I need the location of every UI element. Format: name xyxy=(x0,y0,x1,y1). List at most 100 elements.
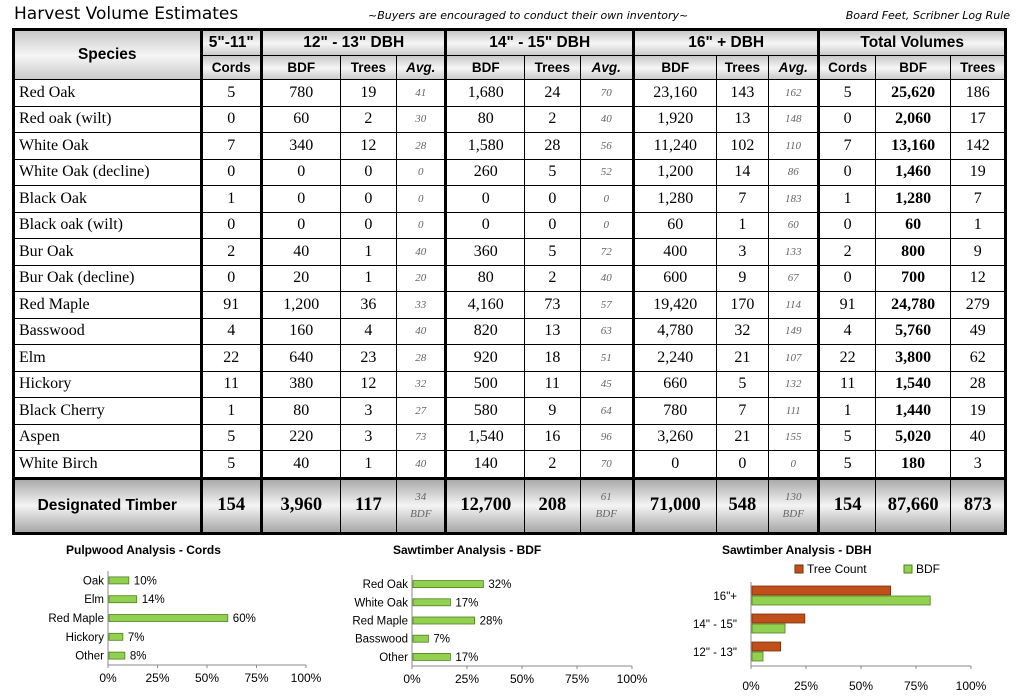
table-row: White Oak 7 340 12 28 1,580 28 56 11,240 102 110 7 1… xyxy=(13,132,1006,160)
bar xyxy=(412,616,475,625)
total-cords-cell: 91 xyxy=(817,291,876,319)
trees-cell: 2 xyxy=(339,105,398,133)
x-tick-label: 50% xyxy=(510,672,534,686)
sawtimber-bdf-chart-title: Sawtimber Analysis - BDF xyxy=(393,543,542,557)
x-tick-label: 50% xyxy=(195,671,219,685)
trees-cell: 0 xyxy=(339,211,398,239)
trees-cell: 2 xyxy=(524,105,581,133)
species-cell: Aspen xyxy=(13,423,202,451)
avg-cell: 67 xyxy=(768,264,820,292)
table-row: Red Oak 5 780 19 41 1,680 24 70 23,160 143 162 5 25,… xyxy=(13,79,1006,107)
avg-unit: BDF xyxy=(595,507,617,520)
total-bdf-cell: 5,020 xyxy=(874,423,952,451)
trees-cell: 24 xyxy=(524,79,581,107)
species-cell: White Birch xyxy=(13,450,202,479)
x-tick-label: 25% xyxy=(455,672,479,686)
bdf-cell: 780 xyxy=(631,397,717,425)
trees-cell: 0 xyxy=(524,185,581,213)
avg-cell: 40 xyxy=(396,317,447,345)
data-label: 28% xyxy=(480,616,503,628)
dbh12-header: 12" - 13" DBH xyxy=(259,29,447,56)
total-bdf-cell: 1,460 xyxy=(874,158,952,186)
total-trees-cell: 873 xyxy=(950,476,1006,534)
avg-value: 34 xyxy=(415,490,427,503)
bar xyxy=(751,595,931,606)
bdf-cell: 1,280 xyxy=(631,185,717,213)
bdf-cell: 1,200 xyxy=(631,158,717,186)
harvest-volume-table: Species 5"-11" 12" - 13" DBH 14" - 15" D… xyxy=(12,28,1007,535)
col-avg: Avg. xyxy=(768,55,820,80)
bdf-cell: 400 xyxy=(631,238,717,266)
avg-cell: 45 xyxy=(579,370,634,398)
bdf-cell: 60 xyxy=(631,211,717,239)
trees-cell: 3 xyxy=(339,423,398,451)
bar xyxy=(412,598,451,607)
category-label: Hickory xyxy=(66,632,105,644)
data-label: 60% xyxy=(233,613,256,625)
avg-cell: 0 xyxy=(396,211,447,239)
bdf-cell: 23,160 xyxy=(631,79,717,107)
total-trees-cell: 19 xyxy=(950,158,1006,186)
data-label: 17% xyxy=(455,597,478,609)
total-trees-cell: 9 xyxy=(950,238,1006,266)
bar xyxy=(412,580,484,589)
x-tick-label: 0% xyxy=(742,679,760,693)
avg-cell: 130 BDF xyxy=(768,476,820,534)
cords-cell: 11 xyxy=(199,370,262,398)
trees-cell: 73 xyxy=(524,291,581,319)
total-cords-cell: 5 xyxy=(817,423,876,451)
total-bdf-cell: 1,280 xyxy=(874,185,952,213)
total-cords-cell: 22 xyxy=(817,344,876,372)
total-cords-cell: 0 xyxy=(817,105,876,133)
avg-label: Avg. xyxy=(406,60,436,75)
avg-cell: 107 xyxy=(768,344,820,372)
page-title: Harvest Volume Estimates xyxy=(14,4,239,24)
total-cords-cell: 7 xyxy=(817,132,876,160)
total-trees-cell: 186 xyxy=(950,79,1006,107)
bdf-cell: 80 xyxy=(259,397,341,425)
total-trees-cell: 62 xyxy=(950,344,1006,372)
total-label: Designated Timber xyxy=(13,476,202,534)
bdf-cell: 140 xyxy=(444,450,526,479)
bar xyxy=(751,585,892,596)
species-cell: Hickory xyxy=(13,370,202,398)
trees-cell: 0 xyxy=(339,158,398,186)
species-cell: Bur Oak (decline) xyxy=(13,264,202,292)
bdf-cell: 780 xyxy=(259,79,341,107)
trees-cell: 13 xyxy=(524,317,581,345)
trees-cell: 0 xyxy=(524,211,581,239)
trees-cell: 143 xyxy=(715,79,770,107)
total-trees-cell: 142 xyxy=(950,132,1006,160)
bar xyxy=(412,653,451,661)
avg-cell: 40 xyxy=(579,105,634,133)
bdf-cell: 2,240 xyxy=(631,344,717,372)
data-label: 7% xyxy=(128,632,145,644)
col-trees: Trees xyxy=(339,55,398,80)
avg-cell: 0 xyxy=(396,158,447,186)
bdf-cell: 40 xyxy=(259,238,341,266)
avg-unit: BDF xyxy=(410,507,432,520)
category-label: 14" - 15" xyxy=(693,619,737,631)
cords-cell: 0 xyxy=(199,105,262,133)
avg-cell: 51 xyxy=(579,344,634,372)
bdf-cell: 1,540 xyxy=(444,423,526,451)
trees-cell: 36 xyxy=(339,291,398,319)
species-cell: Red Oak xyxy=(13,79,202,107)
category-label: Red Maple xyxy=(48,613,104,625)
cords-cell: 4 xyxy=(199,317,262,345)
trees-cell: 548 xyxy=(715,476,770,534)
total-cords-cell: 4 xyxy=(817,317,876,345)
bar xyxy=(108,614,229,622)
avg-cell: 57 xyxy=(579,291,634,319)
total-cords-cell: 2 xyxy=(817,238,876,266)
total-header: Total Volumes xyxy=(817,29,1006,56)
trees-cell: 28 xyxy=(524,132,581,160)
bdf-cell: 0 xyxy=(259,185,341,213)
trees-cell: 9 xyxy=(715,264,770,292)
total-trees-cell: 19 xyxy=(950,397,1006,425)
bdf-cell: 640 xyxy=(259,344,341,372)
total-bdf-cell: 2,060 xyxy=(874,105,952,133)
cords-cell: 5 xyxy=(199,423,262,451)
trees-cell: 1 xyxy=(339,264,398,292)
trees-cell: 1 xyxy=(715,211,770,239)
